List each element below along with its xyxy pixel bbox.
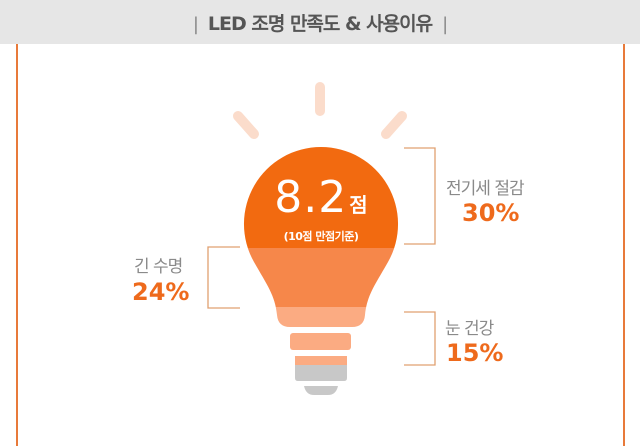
header-banner: | LED 조명 만족도 & 사용이유 | (0, 0, 640, 44)
satisfaction-score: 8.2 점 (274, 172, 368, 223)
score-note: (10점 만점기준) (283, 230, 359, 243)
right-border-line (623, 44, 625, 446)
bulb-base-stripe (295, 356, 347, 365)
bulb-cap (304, 386, 338, 395)
reason-label-electricity: 전기세 절감 (446, 179, 525, 199)
bracket-lifespan (207, 246, 240, 309)
light-rays (233, 82, 407, 139)
page-title: | LED 조명 만족도 & 사용이유 | (192, 12, 448, 35)
reason-percent-lifespan: 24% (132, 278, 190, 306)
bulb-band-middle (243, 248, 399, 307)
bracket-electricity (404, 147, 436, 245)
reason-percent-electricity: 30% (462, 199, 520, 227)
ray-left (233, 111, 259, 139)
bulb-base-ring (290, 333, 351, 350)
reason-percent-eye-health: 15% (446, 339, 504, 367)
bulb-band-low (243, 307, 399, 327)
bracket-eye-health (404, 311, 436, 366)
reason-label-lifespan: 긴 수명 (134, 257, 183, 277)
ray-right (381, 111, 407, 139)
left-border-line (16, 44, 18, 446)
reason-label-eye-health: 눈 건강 (445, 319, 494, 339)
